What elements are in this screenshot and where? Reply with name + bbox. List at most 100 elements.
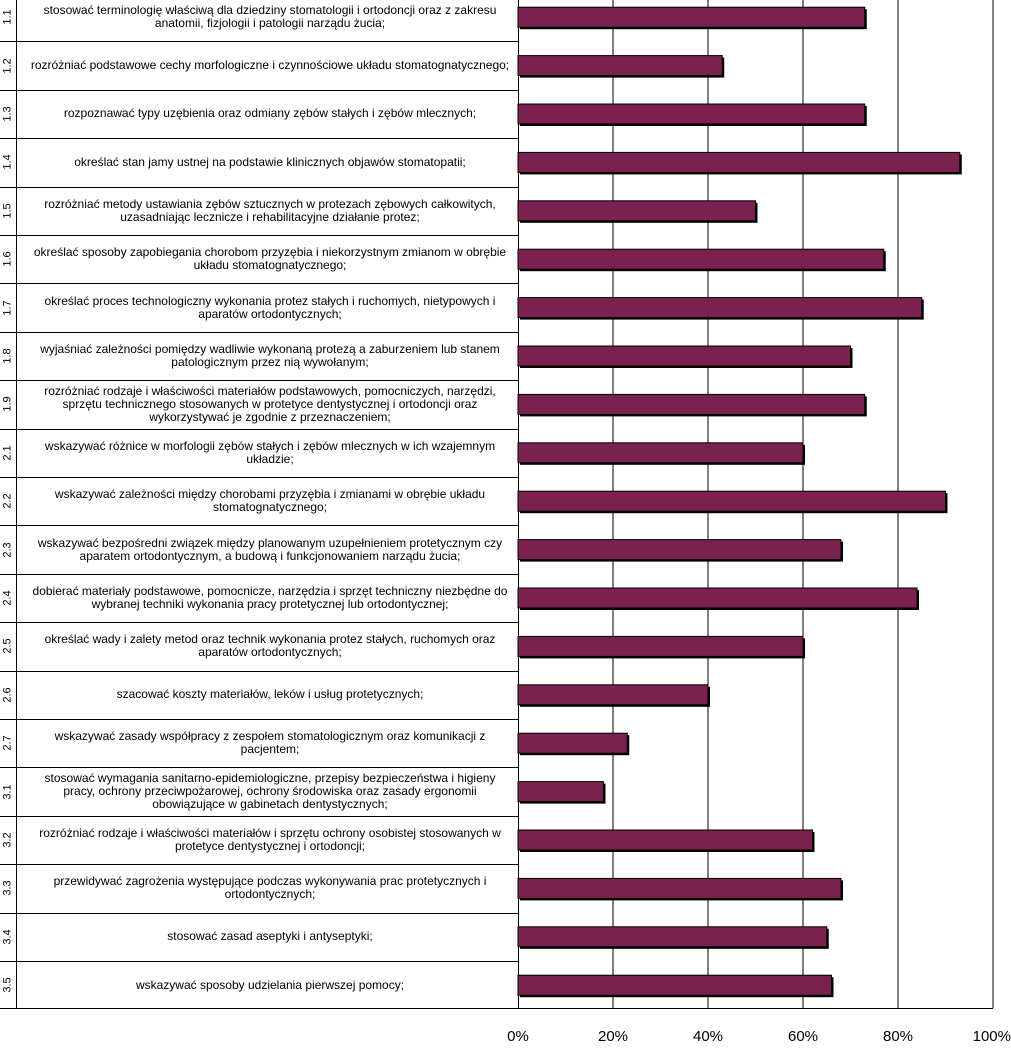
row-code-text: 1.1 [1,9,14,25]
row-label-text: wskazywać sposoby udzielania pierwszej p… [135,977,405,992]
row-code-text: 2.4 [1,590,14,606]
row-code-2.3: 2.3 [0,525,16,573]
bar-1.4 [517,151,961,173]
row-code-text: 3.3 [1,880,14,897]
row-label-text: wyjaśniać zależności pomiędzy wadliwie w… [40,341,500,369]
row-label-3.5: wskazywać sposoby udzielania pierwszej p… [30,961,510,1009]
row-code-text: 3.4 [1,929,14,945]
bar-1.8 [517,345,851,367]
row-code-1.1: 1.1 [0,0,16,41]
row-label-3.3: przewidywać zagrożenia występujące podcz… [30,864,510,912]
row-code-text: 2.6 [1,687,14,703]
x-tick-label: 80% [882,1028,914,1045]
row-label-2.5: określać wady i zalety metod oraz techni… [30,622,510,670]
row-label-2.1: wskazywać różnice w morfologii zębów sta… [30,429,510,477]
row-code-text: 2.3 [1,541,14,558]
row-code-2.1: 2.1 [0,429,16,477]
row-code-1.2: 1.2 [0,41,16,89]
row-label-text: określać sposoby zapobiegania chorobom p… [33,245,507,273]
row-code-3.4: 3.4 [0,913,16,961]
row-label-1.2: rozróżniać podstawowe cechy morfologiczn… [30,41,510,89]
row-code-text: 1.4 [1,154,14,171]
bar-3.4 [517,926,828,948]
row-code-text: 1.6 [1,251,14,267]
row-code-text: 2.7 [1,735,14,751]
row-label-1.4: określać stan jamy ustnej na podstawie k… [30,138,510,186]
row-code-1.9: 1.9 [0,380,16,428]
row-code-1.3: 1.3 [0,90,16,138]
row-label-2.6: szacować koszty materiałów, leków i usłu… [30,671,510,719]
row-label-1.3: rozpoznawać typy uzębienia oraz odmiany … [30,90,510,138]
row-code-3.5: 3.5 [0,961,16,1009]
bar-2.4 [517,587,918,609]
bar-1.6 [517,248,885,270]
x-tick-label: 100% [972,1028,1011,1045]
row-code-1.4: 1.4 [0,138,16,186]
bar-2.7 [517,732,628,754]
row-label-text: rozróżniać rodzaje i właściwości materia… [39,825,501,853]
row-code-3.1: 3.1 [0,767,16,815]
row-code-3.3: 3.3 [0,864,16,912]
row-label-text: rozpoznawać typy uzębienia oraz odmiany … [63,106,477,121]
row-label-text: wskazywać bezpośredni związek między pla… [37,535,503,563]
bar-2.6 [517,684,709,706]
row-code-1.7: 1.7 [0,283,16,331]
row-label-text: stosować zasad aseptyki i antyseptyki; [167,929,373,944]
bar-1.7 [517,297,923,319]
x-tick-label: 0% [507,1028,529,1045]
row-label-1.8: wyjaśniać zależności pomiędzy wadliwie w… [30,332,510,380]
row-code-text: 3.5 [1,977,14,993]
row-label-text: określać stan jamy ustnej na podstawie k… [74,154,466,169]
row-label-text: wskazywać różnice w morfologii zębów sta… [44,438,496,466]
row-label-text: określać wady i zalety metod oraz techni… [44,632,496,660]
bar-3.2 [517,829,813,851]
row-label-2.2: wskazywać zależności między chorobami pr… [30,477,510,525]
row-code-text: 3.2 [1,832,14,848]
row-label-text: rozróżniać rodzaje i właściwości materia… [44,383,496,424]
row-label-text: wskazywać zależności między chorobami pr… [54,487,486,515]
row-label-text: rozróżniać metody ustawiania zębów sztuc… [44,196,496,224]
row-label-3.4: stosować zasad aseptyki i antyseptyki; [30,913,510,961]
row-label-3.1: stosować wymagania sanitarno-epidemiolog… [30,767,510,815]
row-code-2.5: 2.5 [0,622,16,670]
bar-1.9 [517,393,866,415]
bar-3.1 [517,781,604,803]
row-code-2.2: 2.2 [0,477,16,525]
row-label-text: przewidywać zagrożenia występujące podcz… [53,874,487,902]
row-label-text: stosować wymagania sanitarno-epidemiolog… [44,771,496,812]
row-label-1.6: określać sposoby zapobiegania chorobom p… [30,235,510,283]
row-label-2.7: wskazywać zasady współpracy z zespołem s… [30,719,510,767]
row-label-text: stosować terminologię właściwą dla dzied… [43,3,497,31]
row-code-text: 1.7 [1,299,14,316]
row-code-text: 3.1 [1,783,14,800]
row-label-text: rozróżniać podstawowe cechy morfologiczn… [30,58,510,73]
x-tick-label: 40% [692,1028,724,1045]
bar-2.2 [517,490,946,512]
bar-1.1 [517,6,866,28]
row-label-text: wskazywać zasady współpracy z zespołem s… [54,729,486,757]
row-label-1.1: stosować terminologię właściwą dla dzied… [30,0,510,41]
x-tick-label: 60% [787,1028,819,1045]
row-code-1.5: 1.5 [0,187,16,235]
row-code-text: 1.8 [1,348,14,364]
bar-2.3 [517,539,842,561]
bar-2.1 [517,442,804,464]
row-code-1.8: 1.8 [0,332,16,380]
bar-3.5 [517,974,832,996]
row-code-text: 1.2 [1,57,14,74]
row-code-1.6: 1.6 [0,235,16,283]
row-label-1.7: określać proces technologiczny wykonania… [30,283,510,331]
row-code-3.2: 3.2 [0,816,16,864]
row-label-1.9: rozróżniać rodzaje i właściwości materia… [30,380,510,428]
bar-1.3 [517,103,866,125]
row-code-text: 1.3 [1,106,14,122]
row-code-2.7: 2.7 [0,719,16,767]
row-label-2.3: wskazywać bezpośredni związek między pla… [30,525,510,573]
row-code-text: 2.1 [1,445,14,461]
bar-1.5 [517,200,756,222]
row-code-text: 2.2 [1,493,14,509]
row-label-text: dobierać materiały podstawowe, pomocnicz… [32,583,508,611]
row-code-2.6: 2.6 [0,671,16,719]
